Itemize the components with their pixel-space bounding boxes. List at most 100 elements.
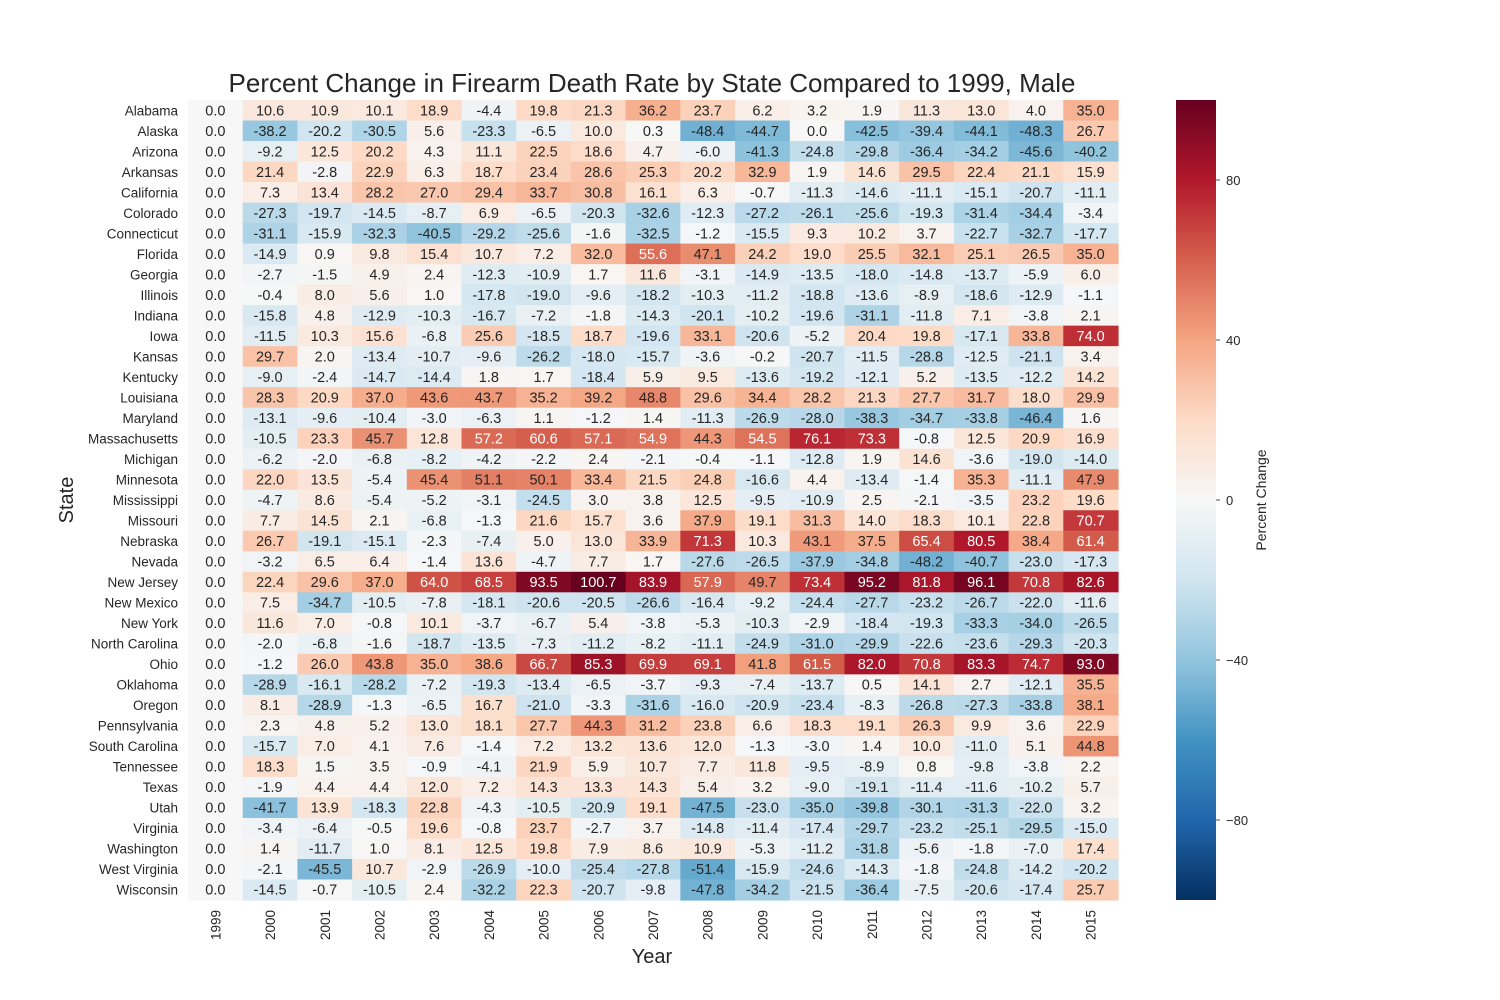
heatmap-cell <box>242 161 299 183</box>
cell-value-label: 2.4 <box>588 452 608 468</box>
cell-value-label: 2.4 <box>424 883 444 899</box>
cell-value-label: -12.9 <box>363 308 396 324</box>
heatmap-cell <box>1008 674 1064 696</box>
cell-value-label: 13.6 <box>639 739 667 755</box>
heatmap-cell <box>1008 469 1064 491</box>
cell-value-label: -16.7 <box>472 308 505 324</box>
cell-value-label: -16.4 <box>691 596 724 612</box>
cell-value-label: -6.8 <box>422 329 447 345</box>
heatmap-cell <box>188 551 244 573</box>
cell-value-label: -9.5 <box>750 493 775 509</box>
heatmap-cell <box>1008 448 1064 470</box>
heatmap-cell <box>789 448 846 470</box>
heatmap-cell <box>899 243 955 265</box>
heatmap-cell <box>188 448 244 470</box>
heatmap-cell <box>899 100 955 122</box>
cell-value-label: 0.0 <box>205 575 225 591</box>
heatmap-cell <box>1008 858 1064 881</box>
heatmap-cell <box>352 469 408 491</box>
heatmap-cell <box>789 551 846 573</box>
heatmap-cell <box>297 530 353 552</box>
state-tick-label: Washington <box>107 842 178 857</box>
heatmap-cell <box>735 776 791 799</box>
cell-value-label: -36.4 <box>910 144 943 160</box>
state-tick-label: California <box>121 185 179 200</box>
heatmap-cell <box>899 366 955 388</box>
cell-value-label: 4.4 <box>315 780 335 796</box>
cell-value-label: 0.0 <box>205 247 225 263</box>
cell-value-label: 15.6 <box>365 329 393 345</box>
cell-value-label: 2.2 <box>1081 760 1101 776</box>
cell-value-label: -11.1 <box>692 637 724 653</box>
cell-value-label: -13.6 <box>855 288 888 304</box>
heatmap-cell <box>570 448 627 470</box>
cell-value-label: -19.0 <box>1019 452 1052 468</box>
heatmap-cell <box>1063 448 1119 470</box>
heatmap-cell <box>570 612 627 634</box>
cell-value-label: -19.1 <box>855 780 888 796</box>
cell-value-label: 57.9 <box>694 575 722 591</box>
cell-value-label: 20.9 <box>1022 431 1050 447</box>
cell-value-label: 26.0 <box>311 657 339 673</box>
cell-value-label: 0.0 <box>205 390 225 406</box>
cell-value-label: 0.0 <box>205 637 225 653</box>
state-labels: Alabama Alaska Arizona Arkansas California Co… <box>88 103 179 897</box>
heatmap-cell <box>625 161 681 183</box>
cell-value-label: -12.5 <box>965 349 998 365</box>
cell-value-label: 2.1 <box>369 514 389 530</box>
colorbar-ticks: 80 40 0 −40 −80 <box>1216 173 1248 828</box>
cell-value-label: 7.2 <box>534 247 554 263</box>
cell-value-label: 10.1 <box>967 514 995 530</box>
heatmap-cell <box>625 674 681 696</box>
cell-value-label: 45.4 <box>420 472 448 488</box>
cell-value-label: -0.9 <box>422 760 447 776</box>
cell-value-label: 14.0 <box>858 514 886 530</box>
cell-value-label: -19.2 <box>801 370 834 386</box>
cell-value-label: 22.8 <box>1022 514 1050 530</box>
cell-value-label: 55.6 <box>639 247 667 263</box>
cell-value-label: -11.2 <box>582 637 614 653</box>
cell-value-label: 22.4 <box>967 165 995 181</box>
cell-value-label: -20.2 <box>308 124 341 140</box>
cell-value-label: 8.0 <box>315 288 335 304</box>
heatmap-cell <box>516 325 572 347</box>
heatmap-cell <box>516 817 572 840</box>
cell-value-label: -33.8 <box>965 411 998 427</box>
heatmap-cell <box>1063 551 1119 573</box>
cell-value-label: -11.8 <box>911 308 943 324</box>
heatmap-cell <box>899 428 955 450</box>
heatmap-cell <box>789 141 846 163</box>
cell-value-label: -3.2 <box>258 555 283 571</box>
heatmap-cell <box>899 510 955 532</box>
cell-value-label: 3.2 <box>752 780 772 796</box>
heatmap-cell <box>1063 571 1119 593</box>
heatmap-cell <box>352 530 408 552</box>
heatmap-cell <box>461 243 517 265</box>
heatmap-cell <box>735 510 791 532</box>
cell-value-label: 69.1 <box>694 657 722 673</box>
heatmap-cell <box>1063 202 1119 224</box>
heatmap-cell <box>461 592 517 614</box>
cell-value-label: -11.1 <box>1020 472 1052 488</box>
cell-value-label: -20.5 <box>582 596 615 612</box>
cell-value-label: 26.7 <box>1077 124 1105 140</box>
cell-value-label: -47.5 <box>691 801 724 817</box>
cell-value-label: 11.1 <box>475 144 502 160</box>
heatmap-cell <box>789 735 846 758</box>
cell-value-label: 14.3 <box>639 780 667 796</box>
heatmap-cell <box>352 264 408 286</box>
cell-value-label: -39.8 <box>855 801 888 817</box>
cell-value-label: 70.7 <box>1077 514 1105 530</box>
heatmap-cell <box>899 592 955 614</box>
heatmap-cell <box>188 592 244 614</box>
heatmap-cell <box>680 735 736 758</box>
heatmap-cell <box>1063 387 1119 409</box>
heatmap-cell <box>625 243 681 265</box>
heatmap-cell <box>516 612 572 634</box>
heatmap-cell <box>352 428 408 450</box>
cell-value-label: -0.2 <box>750 349 775 365</box>
cell-value-label: -12.1 <box>1019 678 1052 694</box>
heatmap-cell <box>188 469 244 491</box>
cell-value-label: -5.4 <box>367 493 392 509</box>
